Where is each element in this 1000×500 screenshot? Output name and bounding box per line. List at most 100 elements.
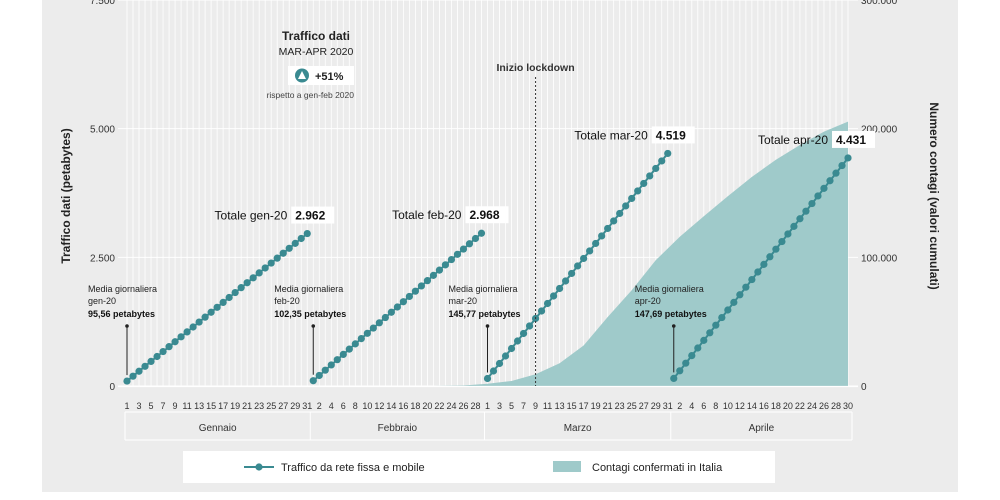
total-label: Totale gen-20 xyxy=(215,209,288,223)
total-value: 2.962 xyxy=(295,209,325,223)
left-axis-tick-label: 2.500 xyxy=(90,253,115,264)
total-label: Totale feb-20 xyxy=(392,208,462,222)
traffic-point xyxy=(790,222,798,230)
x-tick-label: 15 xyxy=(567,401,577,411)
traffic-point xyxy=(622,202,630,210)
traffic-point xyxy=(255,269,263,277)
traffic-point xyxy=(177,333,185,341)
traffic-point xyxy=(610,217,618,225)
traffic-point xyxy=(201,313,209,321)
x-tick-label: 7 xyxy=(161,401,166,411)
x-tick-label: 31 xyxy=(663,401,673,411)
avg-leader-dot xyxy=(125,324,129,328)
x-tick-label: 13 xyxy=(555,401,565,411)
x-tick-label: 8 xyxy=(713,401,718,411)
total-value-box xyxy=(291,206,335,224)
x-tick-label: 11 xyxy=(543,401,552,411)
x-tick-label: 17 xyxy=(579,401,589,411)
traffic-point xyxy=(321,366,329,374)
avg-caption-line: Media giornaliera xyxy=(635,284,704,294)
traffic-point xyxy=(351,340,359,348)
traffic-point xyxy=(159,347,167,356)
avg-caption-line: mar-20 xyxy=(449,296,478,306)
avg-value: 95,56 petabytes xyxy=(88,309,155,319)
x-tick-label: 19 xyxy=(591,401,601,411)
avg-value: 145,77 petabytes xyxy=(449,309,521,319)
axes: 0 2.500 5.000 7.500 Traffico dati (petabytes… xyxy=(59,0,941,441)
traffic-point xyxy=(183,328,191,336)
traffic-point xyxy=(568,269,576,278)
traffic-point xyxy=(411,287,419,295)
traffic-point xyxy=(844,154,852,162)
x-tick-label: 24 xyxy=(807,401,817,411)
total-label: Totale apr-20 xyxy=(758,133,828,147)
x-tick-label: 5 xyxy=(149,401,154,411)
x-tick-label: 8 xyxy=(353,401,358,411)
traffic-point xyxy=(688,351,696,360)
traffic-point xyxy=(772,245,780,253)
traffic-point xyxy=(309,377,317,385)
x-tick-label: 27 xyxy=(639,401,649,411)
traffic-point xyxy=(832,169,840,177)
traffic-point xyxy=(808,199,816,208)
x-tick-label: 2 xyxy=(317,401,322,411)
x-tick-label: 3 xyxy=(497,401,502,411)
traffic-point xyxy=(507,344,516,353)
traffic-point xyxy=(453,250,462,258)
traffic-point xyxy=(189,323,197,331)
x-tick-label: 28 xyxy=(470,401,480,411)
avg-caption-line: apr-20 xyxy=(635,296,661,306)
triangle-up-icon xyxy=(298,71,306,79)
x-tick-label: 14 xyxy=(386,401,396,411)
traffic-point xyxy=(249,274,257,282)
traffic-point xyxy=(748,275,756,284)
traffic-point xyxy=(141,362,149,370)
x-tick-label: 2 xyxy=(677,401,682,411)
legend-box xyxy=(183,451,775,483)
traffic-point xyxy=(429,271,438,279)
traffic-point xyxy=(814,192,822,200)
traffic-point xyxy=(537,307,546,315)
total-label: Totale mar-20 xyxy=(574,128,648,142)
traffic-point xyxy=(123,377,131,385)
right-axis-tick-label: 200.000 xyxy=(861,125,898,136)
traffic-point xyxy=(219,298,227,307)
traffic-point xyxy=(556,284,564,293)
traffic-point xyxy=(718,313,726,322)
traffic-point xyxy=(261,264,269,272)
annotations: 2.962 Totale gen-20 Media giornaliera gen-2… xyxy=(88,62,875,386)
avg-leader-dot xyxy=(671,324,676,328)
x-tick-label: 3 xyxy=(137,401,142,411)
x-tick-label: 20 xyxy=(783,401,793,411)
avg-value: 102,35 petabytes xyxy=(274,309,346,319)
x-tick-label: 22 xyxy=(434,401,444,411)
traffic-point xyxy=(802,207,810,215)
traffic-point xyxy=(303,229,311,238)
x-tick-label: 25 xyxy=(266,401,276,411)
traffic-point xyxy=(730,298,738,306)
left-axis-title: Traffico dati (petabytes) xyxy=(59,128,73,263)
traffic-point xyxy=(489,367,498,375)
traffic-point xyxy=(483,374,492,383)
traffic-point xyxy=(562,277,570,285)
total-value: 4.431 xyxy=(836,133,866,147)
traffic-point xyxy=(604,224,612,233)
x-tick-label: 1 xyxy=(485,401,490,411)
traffic-point xyxy=(339,350,347,358)
traffic-point xyxy=(525,322,534,330)
x-tick-label: 29 xyxy=(290,401,300,411)
x-tick-label: 27 xyxy=(278,401,288,411)
x-tick-label: 10 xyxy=(723,401,733,411)
x-tick-label: 1 xyxy=(124,401,129,411)
contagi-area xyxy=(433,121,848,386)
traffic-point xyxy=(243,279,251,287)
header-note: rispetto a gen-feb 2020 xyxy=(267,90,355,100)
x-tick-label: 22 xyxy=(795,401,805,411)
traffic-point xyxy=(279,249,287,257)
x-tick-label: 6 xyxy=(341,401,346,411)
traffic-point xyxy=(147,357,155,366)
x-tick-label: 28 xyxy=(831,401,841,411)
traffic-point xyxy=(375,319,383,327)
traffic-point xyxy=(327,361,335,369)
